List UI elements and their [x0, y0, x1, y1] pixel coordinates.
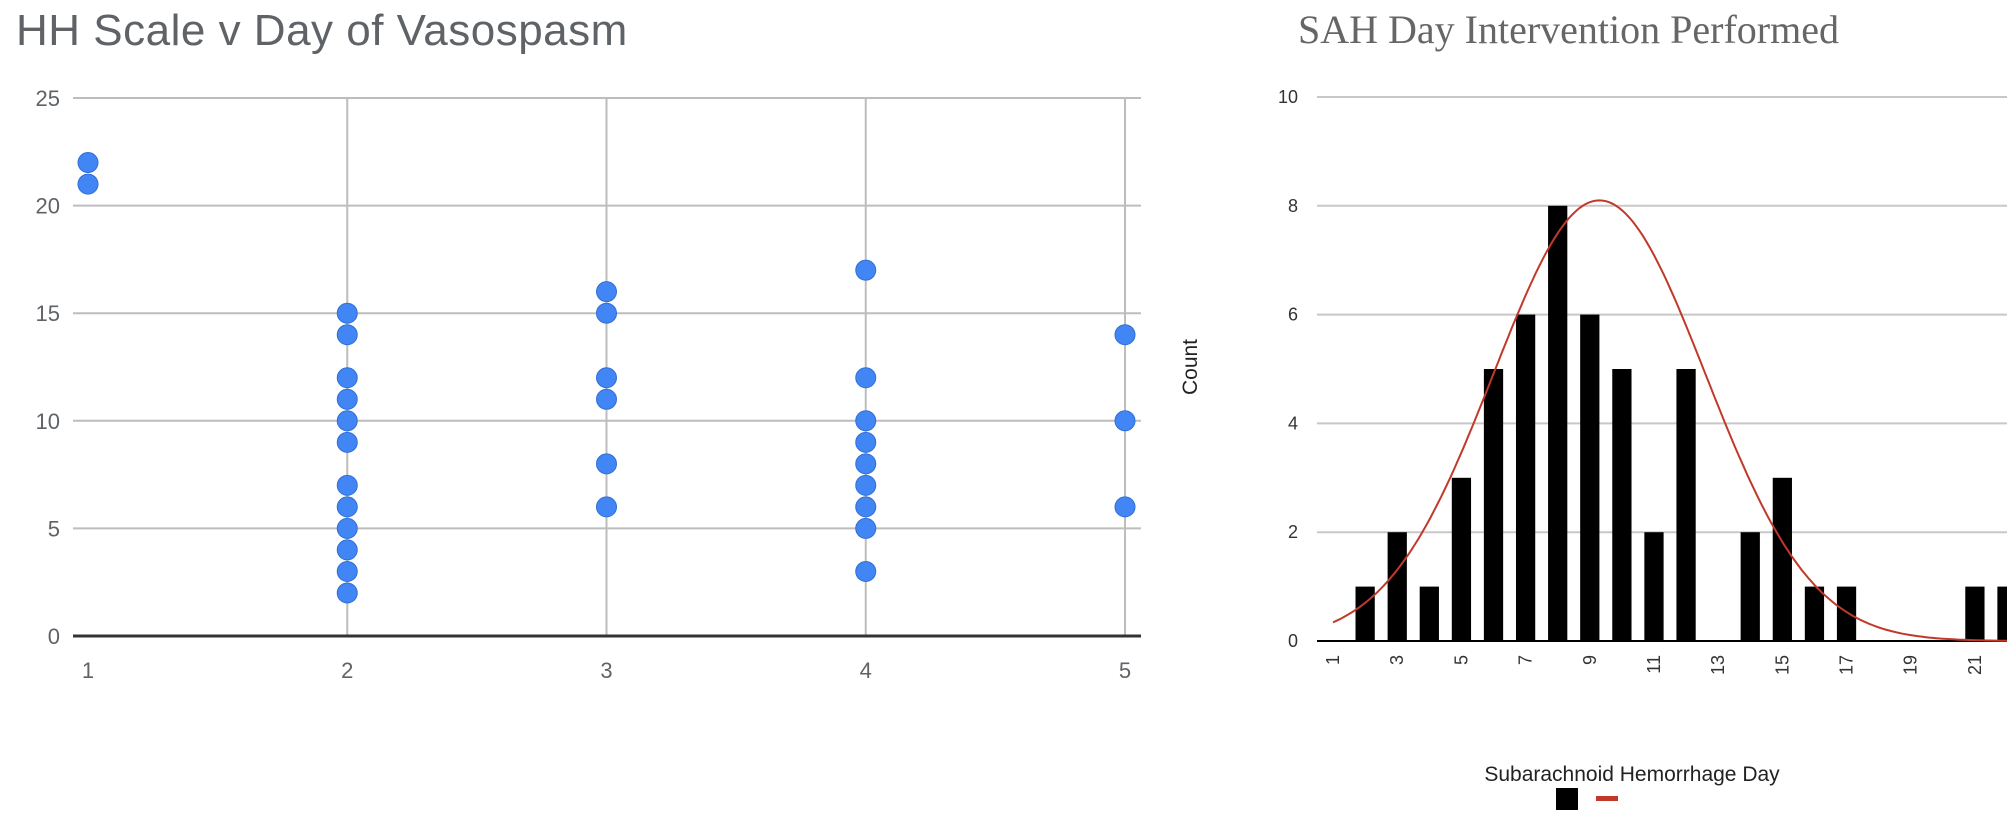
x-tick-label: 17	[1837, 655, 1857, 675]
histogram-bar	[1355, 586, 1375, 641]
histogram-bar	[1483, 369, 1504, 641]
histogram-bar	[1515, 314, 1536, 641]
y-tick-label: 0	[48, 624, 60, 649]
histogram-bar	[1644, 532, 1664, 641]
histogram-bar	[1387, 532, 1407, 641]
histogram-bar	[1451, 477, 1472, 641]
data-point	[855, 496, 877, 518]
data-point	[77, 173, 99, 195]
data-point	[596, 388, 617, 410]
x-tick-label: 4	[860, 658, 872, 683]
y-tick-label: 5	[48, 516, 60, 541]
data-point	[1114, 324, 1136, 346]
y-tick-label: 10	[36, 409, 60, 434]
scatter-chart-panel: HH Scale v Day of Vasospasm 0 5 10 15 20 25 1 2…	[16, 6, 1141, 683]
y-tick-label: 20	[36, 194, 60, 219]
histogram-chart-panel: SAH Day Intervention Performed 0 2 4 6 8 10 1 3…	[1179, 0, 2007, 814]
data-point	[336, 410, 358, 432]
data-point	[855, 560, 877, 582]
data-point	[855, 517, 877, 539]
x-tick-label: 5	[1119, 658, 1131, 683]
data-point	[1114, 496, 1136, 518]
data-point	[336, 517, 358, 539]
data-point	[336, 496, 358, 518]
legend-swatch-bars	[1556, 788, 1578, 810]
y-tick-label: 8	[1288, 196, 1298, 216]
data-point	[336, 367, 358, 389]
y-tick-label: 6	[1288, 305, 1298, 325]
x-tick-label: 5	[1451, 655, 1471, 665]
legend-swatch-curve	[1596, 796, 1618, 801]
data-point	[336, 431, 358, 453]
data-point	[855, 474, 877, 496]
data-point	[596, 367, 617, 389]
data-point	[855, 367, 877, 389]
data-point	[336, 582, 358, 604]
y-tick-label: 2	[1288, 522, 1298, 542]
y-tick-label: 25	[36, 86, 60, 111]
y-tick-label: 4	[1288, 413, 1298, 433]
histogram-bar	[1419, 586, 1439, 641]
scatter-chart-title: HH Scale v Day of Vasospasm	[16, 6, 628, 55]
histogram-bar	[1804, 586, 1825, 641]
histogram-bar	[1965, 586, 1985, 641]
x-tick-label: 11	[1644, 655, 1664, 674]
x-tick-label: 3	[1387, 655, 1407, 665]
histogram-bar	[1740, 532, 1760, 641]
x-tick-label: 19	[1901, 655, 1921, 675]
data-point	[336, 388, 358, 410]
x-tick-label: 7	[1516, 655, 1536, 665]
y-tick-label: 10	[1278, 87, 1298, 107]
data-point	[1114, 410, 1136, 432]
histogram-bar	[1836, 586, 1857, 641]
data-point	[855, 259, 877, 281]
data-point	[336, 324, 358, 346]
data-point	[596, 453, 617, 475]
data-point	[336, 539, 358, 561]
histogram-chart-title: SAH Day Intervention Performed	[1298, 7, 1839, 52]
y-axis-title: Count	[1179, 339, 1202, 395]
x-tick-label: 21	[1965, 655, 1985, 675]
data-point	[336, 474, 358, 496]
data-point	[855, 410, 877, 432]
x-tick-label: 13	[1708, 655, 1728, 675]
data-point	[596, 496, 617, 518]
x-tick-label: 1	[82, 658, 94, 683]
histogram-bar	[1580, 314, 1600, 641]
histogram-bar	[1997, 586, 2007, 641]
data-point	[336, 560, 358, 582]
x-tick-label: 3	[600, 658, 612, 683]
histogram-bar	[1612, 369, 1632, 641]
data-point	[336, 302, 358, 324]
histogram-bar	[1548, 205, 1568, 642]
y-tick-label: 0	[1288, 631, 1298, 651]
y-tick-label: 15	[36, 301, 60, 326]
data-point	[596, 302, 617, 324]
x-tick-label: 1	[1323, 655, 1343, 665]
x-tick-label: 15	[1772, 655, 1792, 675]
data-point	[596, 281, 617, 303]
scatter-chart: 0 5 10 15 20 25 1 2 3 4 5	[36, 86, 1141, 683]
histogram-bar	[1676, 369, 1696, 641]
data-point	[855, 453, 877, 475]
histogram-bar	[1772, 477, 1792, 641]
x-axis-title: Subarachnoid Hemorrhage Day	[1484, 763, 1780, 786]
data-point	[855, 431, 877, 453]
x-tick-label: 2	[341, 658, 353, 683]
x-tick-label: 9	[1580, 655, 1600, 665]
normal-curve	[1332, 199, 2007, 642]
data-point	[77, 152, 99, 174]
